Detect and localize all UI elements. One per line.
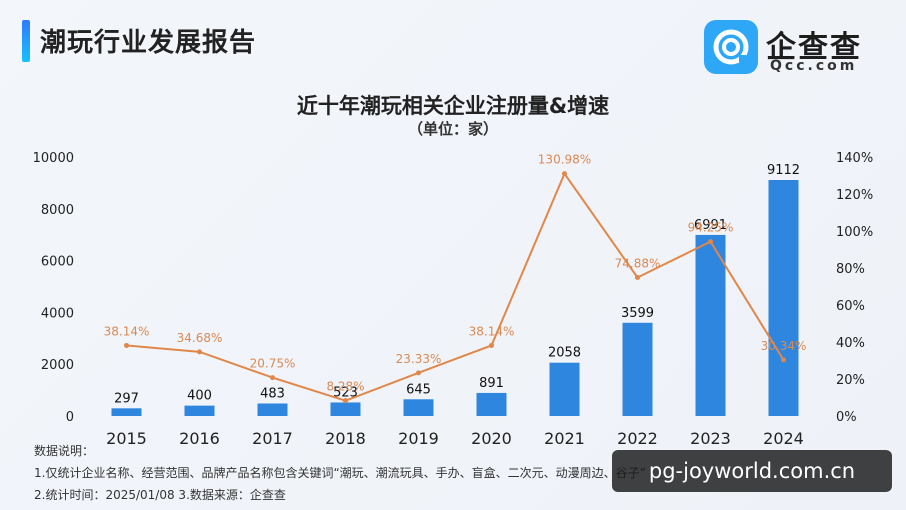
y-right-tick-label: 100% (836, 225, 873, 240)
y-left-tick-label: 8000 (41, 203, 74, 218)
line-value-label: 8.28% (326, 380, 364, 394)
line-value-label: 130.98% (538, 153, 591, 167)
line-value-label: 38.14% (104, 324, 150, 338)
bar-value-label: 483 (260, 386, 285, 401)
data-notes: 数据说明： 1.仅统计企业名称、经营范围、品牌产品名称包含关键词“潮玩、潮流玩具… (34, 440, 646, 506)
title-accent-bar (22, 20, 30, 62)
y-right-tick-label: 0% (836, 410, 857, 425)
line-value-label: 94.25% (688, 221, 734, 235)
bar (768, 179, 799, 416)
x-tick-label: 2017 (252, 429, 293, 448)
line-point (781, 357, 786, 363)
notes-line-1: 1.仅统计企业名称、经营范围、品牌产品名称包含关键词“潮玩、潮流玩具、手办、盲盒… (34, 466, 646, 480)
y-right-tick-label: 40% (836, 336, 865, 351)
chart-title: 近十年潮玩相关企业注册量&增速 (296, 94, 610, 118)
qcc-logo-icon (704, 20, 758, 74)
line-point (416, 370, 421, 376)
line-point (197, 349, 202, 355)
bar-value-label: 523 (333, 385, 358, 400)
y-left-tick-label: 6000 (41, 255, 74, 270)
bar-value-label: 400 (187, 389, 212, 404)
x-tick-label: 2024 (763, 429, 804, 448)
line-point (124, 342, 129, 348)
line-point (270, 375, 275, 381)
brand-domain: Qcc.com (770, 58, 858, 74)
bar-value-label: 891 (479, 376, 504, 391)
y-left-tick-label: 2000 (41, 358, 74, 373)
y-left-tick-label: 4000 (41, 306, 74, 321)
bar (184, 405, 215, 416)
bar-value-label: 3599 (621, 306, 654, 321)
line-point (635, 274, 640, 280)
line-point (708, 239, 713, 245)
line-value-label: 30.34% (761, 339, 807, 353)
y-right-tick-label: 120% (836, 188, 873, 203)
bar (549, 362, 580, 416)
bar (403, 399, 434, 416)
y-left-tick-label: 10000 (33, 151, 74, 166)
brand-logo[interactable]: 企查查 Qcc.com (704, 20, 894, 76)
x-tick-label: 2023 (690, 429, 731, 448)
x-tick-label: 2015 (106, 429, 147, 448)
brand-name: 企查查 (766, 30, 862, 65)
bar (257, 403, 288, 416)
x-tick-label: 2021 (544, 429, 585, 448)
y-right-tick-label: 140% (836, 151, 873, 166)
line-value-label: 34.68% (177, 331, 223, 345)
line-value-label: 20.75% (250, 357, 296, 371)
x-tick-label: 2022 (617, 429, 658, 448)
bar-value-label: 297 (114, 391, 139, 406)
bar (695, 234, 726, 416)
bar-value-label: 645 (406, 382, 431, 397)
notes-heading: 数据说明： (34, 444, 95, 458)
line-value-label: 23.33% (396, 352, 442, 366)
bar-value-label: 9112 (767, 163, 800, 178)
y-right-tick-label: 20% (836, 373, 865, 388)
notes-line-2: 2.统计时间：2025/01/08 3.数据来源：企查查 (34, 488, 286, 502)
x-tick-label: 2020 (471, 429, 512, 448)
bar (111, 408, 142, 416)
bar (476, 392, 507, 416)
line-value-label: 74.88% (615, 256, 661, 270)
line-point (489, 342, 494, 348)
line-point (562, 171, 567, 177)
chart-subtitle: （单位：家） (407, 120, 498, 138)
growth-line (126, 171, 785, 402)
bar (622, 322, 653, 416)
watermark: pg-joyworld.com.cn (612, 450, 892, 492)
line-point (343, 398, 348, 404)
y-right-tick-label: 60% (836, 299, 865, 314)
bar-value-label: 6991 (694, 218, 727, 233)
report-title: 潮玩行业发展报告 (40, 28, 257, 58)
x-tick-label: 2016 (179, 429, 220, 448)
x-tick-label: 2018 (325, 429, 366, 448)
y-left-tick-label: 0 (66, 410, 74, 425)
x-tick-label: 2019 (398, 429, 439, 448)
line-value-label: 38.14% (469, 324, 515, 338)
y-right-tick-label: 80% (836, 262, 865, 277)
bar-value-label: 2058 (548, 346, 581, 361)
bar (330, 402, 361, 416)
